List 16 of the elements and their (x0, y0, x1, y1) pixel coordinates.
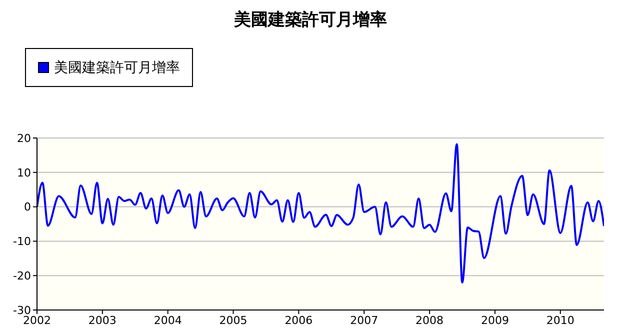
y-tick-label: 10 (17, 166, 31, 180)
x-tick-label: 2004 (154, 314, 182, 327)
x-tick-label: 2003 (88, 314, 116, 327)
legend-label: 美國建築許可月增率 (53, 58, 180, 76)
y-tick-label: 20 (17, 132, 31, 145)
y-tick-label: -10 (13, 235, 31, 248)
x-tick-label: 2010 (546, 314, 574, 327)
x-tick-label: 2005 (219, 314, 248, 327)
x-tick-label: 2009 (480, 314, 509, 327)
y-tick-label: -20 (13, 270, 31, 283)
y-tick-label: 0 (24, 200, 31, 214)
x-tick-label: 2007 (350, 314, 378, 327)
line-series (37, 143, 604, 284)
chart-title: 美國建築許可月增率 (232, 9, 388, 31)
x-tick-label: 2008 (416, 314, 444, 327)
x-tick-label: 2006 (284, 314, 313, 327)
